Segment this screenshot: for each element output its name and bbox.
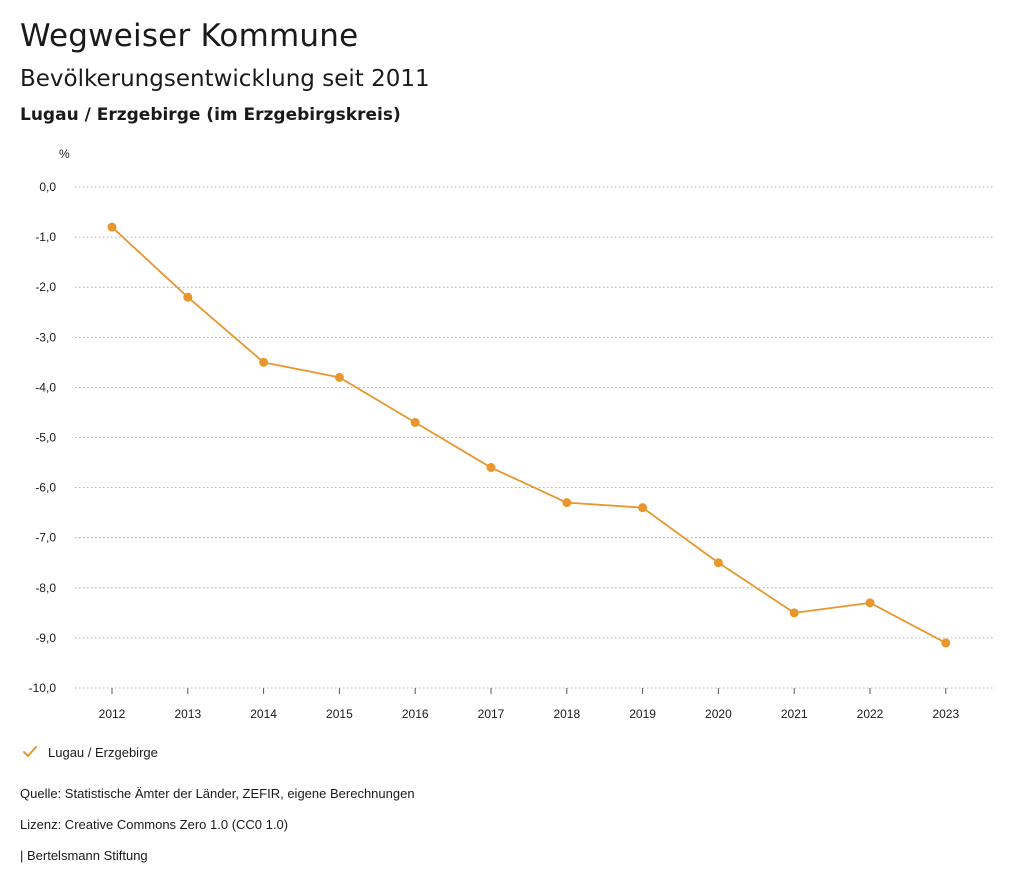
chart-subtitle: Bevölkerungsentwicklung seit 2011 bbox=[20, 66, 430, 92]
data-point bbox=[259, 357, 269, 367]
y-tick-label: -5,0 bbox=[35, 431, 56, 445]
chart-legend[interactable]: Lugau / Erzgebirge bbox=[22, 744, 158, 760]
data-point bbox=[410, 417, 420, 427]
source-text: Quelle: Statistische Ämter der Länder, Z… bbox=[20, 786, 415, 801]
x-tick-label: 2016 bbox=[402, 707, 429, 721]
x-tick-label: 2020 bbox=[705, 707, 732, 721]
y-axis-unit-label: % bbox=[59, 147, 70, 161]
x-tick-label: 2013 bbox=[174, 707, 201, 721]
y-tick-label: -3,0 bbox=[35, 330, 56, 344]
y-tick-label: -6,0 bbox=[35, 481, 56, 495]
x-tick-label: 2022 bbox=[857, 707, 884, 721]
x-tick-label: 2015 bbox=[326, 707, 353, 721]
region-title: Lugau / Erzgebirge (im Erzgebirgskreis) bbox=[20, 105, 401, 125]
y-tick-label: 0,0 bbox=[39, 180, 56, 194]
data-point bbox=[865, 598, 875, 608]
data-point bbox=[941, 638, 951, 648]
license-text: Lizenz: Creative Commons Zero 1.0 (CC0 1… bbox=[20, 817, 289, 832]
y-tick-label: -2,0 bbox=[35, 280, 56, 294]
y-tick-label: -10,0 bbox=[29, 681, 57, 695]
x-tick-label: 2014 bbox=[250, 707, 277, 721]
x-tick-label: 2018 bbox=[553, 707, 580, 721]
x-tick-label: 2017 bbox=[478, 707, 505, 721]
y-tick-label: -8,0 bbox=[35, 581, 56, 595]
x-tick-label: 2012 bbox=[99, 707, 126, 721]
y-tick-label: -7,0 bbox=[35, 531, 56, 545]
data-point bbox=[486, 463, 496, 473]
x-tick-label: 2023 bbox=[932, 707, 959, 721]
y-tick-label: -9,0 bbox=[35, 631, 56, 645]
data-point bbox=[789, 608, 799, 618]
data-point bbox=[334, 372, 344, 382]
series-line bbox=[111, 226, 947, 644]
data-point bbox=[107, 222, 117, 232]
data-point bbox=[183, 292, 193, 302]
legend-label: Lugau / Erzgebirge bbox=[48, 744, 158, 760]
data-point bbox=[562, 498, 572, 508]
data-point bbox=[638, 503, 648, 513]
page-title: Wegweiser Kommune bbox=[20, 18, 359, 54]
y-tick-label: -4,0 bbox=[35, 380, 56, 394]
line-chart: % 0,0 -1,0 -2,0 -3,0 -4,0 -5,0 -6,0 -7,0 -8,0 -9,0… bbox=[29, 147, 993, 721]
y-tick-label: -1,0 bbox=[35, 230, 56, 244]
x-tick-label: 2021 bbox=[781, 707, 808, 721]
data-point bbox=[713, 558, 723, 568]
x-tick-label: 2019 bbox=[629, 707, 656, 721]
publisher-text: | Bertelsmann Stiftung bbox=[20, 848, 148, 863]
check-icon bbox=[23, 746, 37, 757]
